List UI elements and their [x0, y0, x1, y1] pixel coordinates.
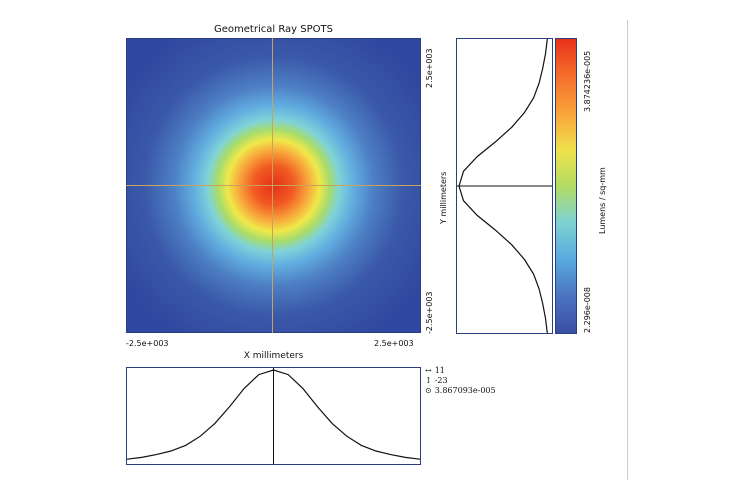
readout-value: ⊙ 3.867093e-005: [425, 386, 496, 395]
y-profile-panel: [456, 38, 553, 334]
crosshair-vertical[interactable]: [272, 38, 273, 333]
colorbar-label: Lumens / sq-mm: [598, 167, 607, 234]
y-tick-max: 2.5e+003: [425, 48, 434, 88]
readout-h-offset: ↔ 11: [425, 366, 496, 375]
v-offset-value: -23: [434, 376, 448, 385]
y-axis-label: Y millimeters: [439, 171, 448, 224]
colorbar-min-label: 2.296e-008: [583, 287, 592, 333]
vertical-arrow-icon: ↕: [425, 376, 432, 385]
colorbar: [555, 38, 577, 334]
horizontal-arrow-icon: ↔: [425, 366, 432, 375]
x-tick-min: -2.5e+003: [126, 339, 169, 348]
x-profile-panel: [126, 367, 421, 465]
readout: ↔ 11 ↕ -23 ⊙ 3.867093e-005: [425, 366, 496, 395]
chart-title: Geometrical Ray SPOTS: [214, 24, 333, 35]
h-offset-value: 11: [434, 366, 445, 375]
x-profile-plot: [127, 368, 420, 464]
y-tick-min: -2.5e+003: [425, 291, 434, 334]
x-tick-max: 2.5e+003: [374, 339, 414, 348]
intensity-value: 3.867093e-005: [434, 386, 496, 395]
x-profile-curve: [127, 369, 420, 460]
y-profile-plot: [457, 39, 552, 333]
readout-v-offset: ↕ -23: [425, 376, 496, 385]
window-divider: [627, 20, 628, 480]
crosshair-horizontal[interactable]: [126, 185, 421, 186]
x-axis-label: X millimeters: [243, 351, 304, 361]
y-profile-curve: [458, 39, 548, 333]
target-icon: ⊙: [425, 386, 432, 395]
colorbar-max-label: 3.874236e-005: [583, 50, 592, 112]
